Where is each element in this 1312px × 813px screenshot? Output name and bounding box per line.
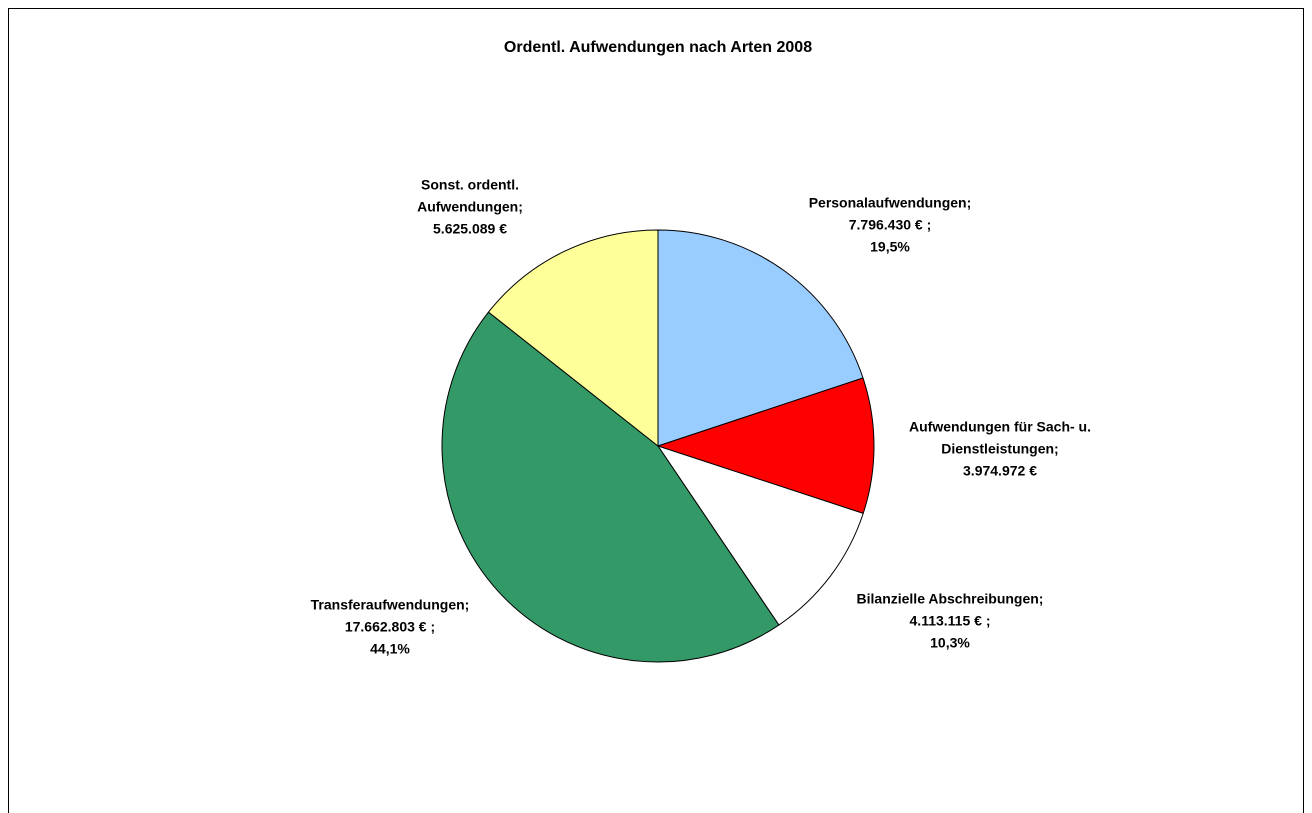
data-label: Bilanzielle Abschreibungen; (857, 591, 1044, 607)
pie-slice (441, 311, 780, 663)
data-label: 5.625.089 € (433, 221, 507, 237)
pie-slice (656, 377, 875, 515)
data-label: 7.796.430 € ; (849, 217, 932, 233)
data-label: Dienstleistungen; (941, 441, 1058, 457)
data-label: Personalaufwendungen; (809, 195, 972, 211)
pie-slice (656, 445, 864, 626)
data-label: Aufwendungen; (417, 199, 523, 215)
pie-slice (657, 229, 864, 447)
data-label: Transferaufwendungen; (311, 597, 470, 613)
pie-slice (487, 229, 659, 448)
data-label: 4.113.115 € ; (910, 613, 991, 629)
data-label: 10,3% (930, 635, 970, 651)
data-label: 44,1% (370, 641, 410, 657)
chart-title: Ordentl. Aufwendungen nach Arten 2008 (504, 39, 812, 56)
data-label: 17.662.803 € ; (345, 619, 435, 635)
data-label: 19,5% (870, 239, 910, 255)
data-label: Sonst. ordentl. (421, 177, 519, 193)
data-label: Aufwendungen für Sach- u. (909, 419, 1091, 435)
data-label: 3.974.972 € (963, 463, 1037, 479)
